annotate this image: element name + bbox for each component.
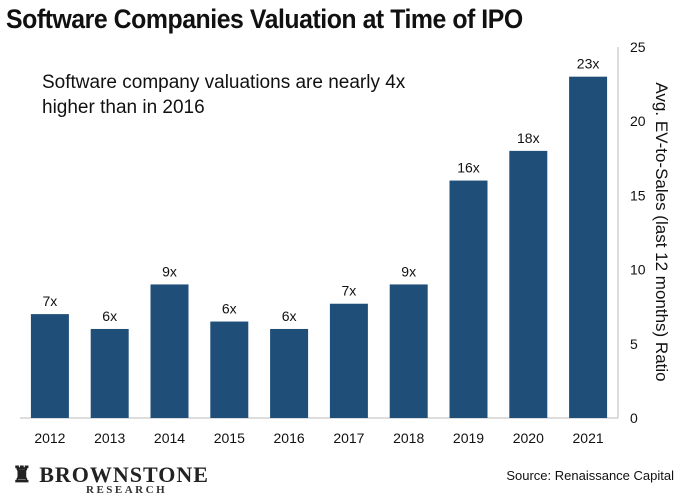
bar-2015 [210,321,249,418]
y-tick-label-0: 0 [630,410,638,426]
bar-2020 [509,150,548,418]
x-tick-label-2020: 2020 [513,430,544,446]
data-label-2012: 7x [43,293,58,309]
bar-2012 [30,314,69,418]
bar-2014 [150,284,189,418]
x-tick-label-2014: 2014 [154,430,185,446]
data-label-2019: 16x [457,160,480,176]
bar-2017 [329,303,368,418]
x-tick-label-2019: 2019 [453,430,484,446]
x-tick-label-2018: 2018 [393,430,424,446]
lamp-icon: ♜ [12,462,33,487]
brownstone-logo: ♜ BROWNSTONE RESEARCH [12,462,209,496]
data-label-2013: 6x [102,308,117,324]
bar-2018 [389,284,428,418]
y-axis-label: Avg. EV-to-Sales (last 12 months) Ratio [652,82,671,381]
x-tick-label-2017: 2017 [333,430,364,446]
bar-2019 [449,180,488,418]
data-label-2021: 23x [577,56,600,72]
y-tick-label-5: 5 [630,336,638,352]
data-label-2017: 7x [342,283,357,299]
bar-2013 [90,328,129,418]
x-tick-label-2015: 2015 [214,430,245,446]
x-tick-label-2013: 2013 [94,430,125,446]
y-tick-label-20: 20 [630,113,646,129]
x-tick-label-2012: 2012 [34,430,65,446]
y-tick-label-15: 15 [630,187,646,203]
x-tick-label-2016: 2016 [274,430,305,446]
data-label-2016: 6x [282,308,297,324]
bar-2016 [270,328,309,418]
data-label-2014: 9x [162,263,177,279]
chart-annotation: Software company valuations are nearly 4… [42,72,406,118]
x-tick-label-2021: 2021 [573,430,604,446]
data-label-2020: 18x [517,130,540,146]
data-label-2015: 6x [222,301,237,317]
bar-2021 [569,76,608,419]
chart-title: Software Companies Valuation at Time of … [6,4,523,34]
y-tick-label-25: 25 [630,39,646,55]
y-tick-label-10: 10 [630,262,646,278]
data-label-2018: 9x [401,263,416,279]
source-note: Source: Renaissance Capital [506,468,674,483]
